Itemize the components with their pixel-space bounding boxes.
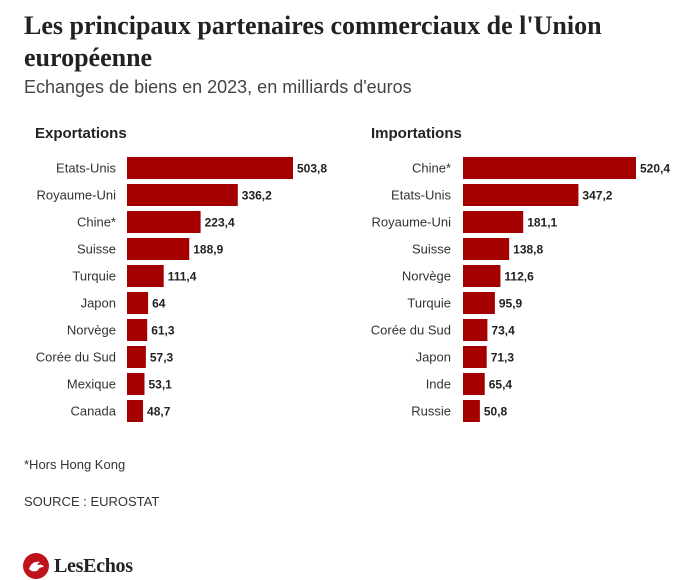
bar xyxy=(127,211,201,233)
bar xyxy=(463,292,495,314)
category-label: Russie xyxy=(411,404,451,419)
bar xyxy=(127,184,238,206)
panel-title: Importations xyxy=(371,125,462,142)
bar xyxy=(463,157,636,179)
category-label: Inde xyxy=(426,377,451,392)
value-label: 95,9 xyxy=(499,297,523,311)
brand-logo: LesEchos xyxy=(23,553,133,579)
chart-subtitle: Echanges de biens en 2023, en milliards … xyxy=(24,77,412,97)
bar xyxy=(463,211,524,233)
chart-title: Les principaux partenaires commerciaux d… xyxy=(24,11,602,72)
value-label: 64 xyxy=(152,297,166,311)
bar xyxy=(463,346,487,368)
bar xyxy=(127,292,149,314)
value-label: 53,1 xyxy=(148,378,172,392)
category-label: Canada xyxy=(70,404,116,419)
category-label: Etats-Unis xyxy=(391,188,451,203)
source-note: SOURCE : EUROSTAT xyxy=(24,494,160,509)
value-label: 336,2 xyxy=(242,189,272,203)
category-label: Corée du Sud xyxy=(371,323,451,338)
category-label: Suisse xyxy=(77,242,116,257)
value-label: 520,4 xyxy=(640,162,670,176)
bar xyxy=(463,265,501,287)
bar-charts: Exportations Etats-Unis 503,8 Royaume-Uni 33… xyxy=(35,125,670,422)
les-echos-logo-icon xyxy=(23,553,49,579)
value-label: 188,9 xyxy=(193,243,223,257)
value-label: 57,3 xyxy=(150,351,174,365)
value-label: 347,2 xyxy=(582,189,612,203)
exports-chart: Exportations Etats-Unis 503,8 Royaume-Uni 33… xyxy=(35,125,327,422)
category-label: Royaume-Uni xyxy=(372,215,452,230)
value-label: 50,8 xyxy=(484,405,508,419)
value-label: 112,6 xyxy=(504,270,534,284)
panel-title: Exportations xyxy=(35,125,127,142)
value-label: 138,8 xyxy=(513,243,543,257)
category-label: Etats-Unis xyxy=(56,161,116,176)
value-label: 503,8 xyxy=(297,162,327,176)
category-label: Norvège xyxy=(402,269,451,284)
brand-name: LesEchos xyxy=(54,554,133,577)
category-label: Turquie xyxy=(72,269,116,284)
value-label: 111,4 xyxy=(168,270,197,284)
value-label: 61,3 xyxy=(151,324,175,338)
category-label: Japon xyxy=(81,296,116,311)
bar xyxy=(127,319,148,341)
category-label: Turquie xyxy=(407,296,451,311)
bar xyxy=(463,400,480,422)
bar xyxy=(127,238,190,260)
category-label: Suisse xyxy=(412,242,451,257)
bar xyxy=(127,157,293,179)
bar xyxy=(127,265,164,287)
bar xyxy=(127,373,145,395)
value-label: 223,4 xyxy=(205,216,235,230)
value-label: 65,4 xyxy=(489,378,513,392)
category-label: Royaume-Uni xyxy=(37,188,117,203)
bar xyxy=(463,373,485,395)
value-label: 48,7 xyxy=(147,405,171,419)
value-label: 71,3 xyxy=(491,351,515,365)
value-label: 73,4 xyxy=(491,324,515,338)
category-label: Chine* xyxy=(412,161,451,176)
category-label: Chine* xyxy=(77,215,116,230)
category-label: Mexique xyxy=(67,377,116,392)
value-label: 181,1 xyxy=(527,216,557,230)
bar xyxy=(127,400,144,422)
category-label: Corée du Sud xyxy=(36,350,116,365)
category-label: Norvège xyxy=(67,323,116,338)
category-label: Japon xyxy=(416,350,451,365)
bar xyxy=(463,184,579,206)
bar xyxy=(463,238,510,260)
footnote: *Hors Hong Kong xyxy=(24,457,126,472)
imports-chart: Importations Chine* 520,4 Etats-Unis 347,2 Ro… xyxy=(371,125,670,422)
bar xyxy=(463,319,488,341)
bar xyxy=(127,346,146,368)
